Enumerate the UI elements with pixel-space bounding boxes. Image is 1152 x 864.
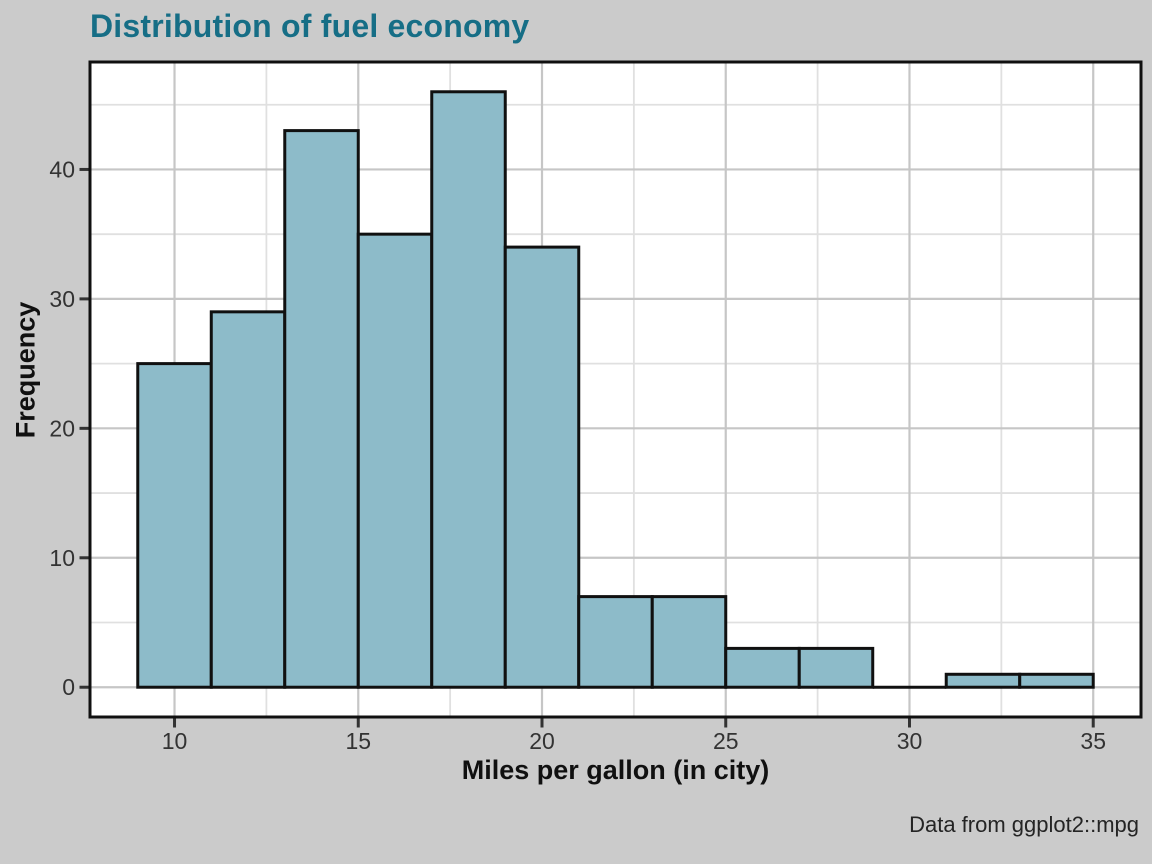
y-tick-label: 40 bbox=[49, 156, 75, 182]
histogram-bar bbox=[577, 595, 654, 689]
histogram-bar bbox=[136, 362, 213, 689]
histogram-bar bbox=[503, 245, 581, 689]
x-tick-label: 20 bbox=[529, 728, 555, 754]
x-tick-label: 10 bbox=[162, 728, 188, 754]
chart-caption: Data from ggplot2::mpg bbox=[909, 812, 1139, 837]
y-axis-title: Frequency bbox=[10, 301, 41, 439]
histogram-bar bbox=[944, 672, 1022, 689]
histogram-bar bbox=[283, 129, 360, 689]
y-tick-label: 0 bbox=[62, 674, 75, 700]
x-tick-label: 35 bbox=[1080, 728, 1106, 754]
histogram-bar bbox=[430, 90, 507, 689]
histogram-bar bbox=[356, 232, 434, 689]
x-tick-label: 25 bbox=[713, 728, 739, 754]
y-tick-label: 10 bbox=[49, 545, 75, 571]
histogram-bar bbox=[209, 310, 287, 689]
x-tick-label: 30 bbox=[897, 728, 923, 754]
histogram-bar bbox=[650, 595, 728, 689]
chart-title: Distribution of fuel economy bbox=[90, 8, 530, 44]
x-tick-label: 15 bbox=[345, 728, 371, 754]
x-axis-title: Miles per gallon (in city) bbox=[461, 755, 770, 785]
y-tick-label: 30 bbox=[49, 286, 75, 312]
panel-border bbox=[88, 60, 1143, 719]
y-tick-label: 20 bbox=[49, 415, 75, 441]
histogram-bar bbox=[1018, 672, 1095, 689]
histogram-bar bbox=[724, 646, 801, 689]
histogram-bar bbox=[797, 646, 875, 689]
